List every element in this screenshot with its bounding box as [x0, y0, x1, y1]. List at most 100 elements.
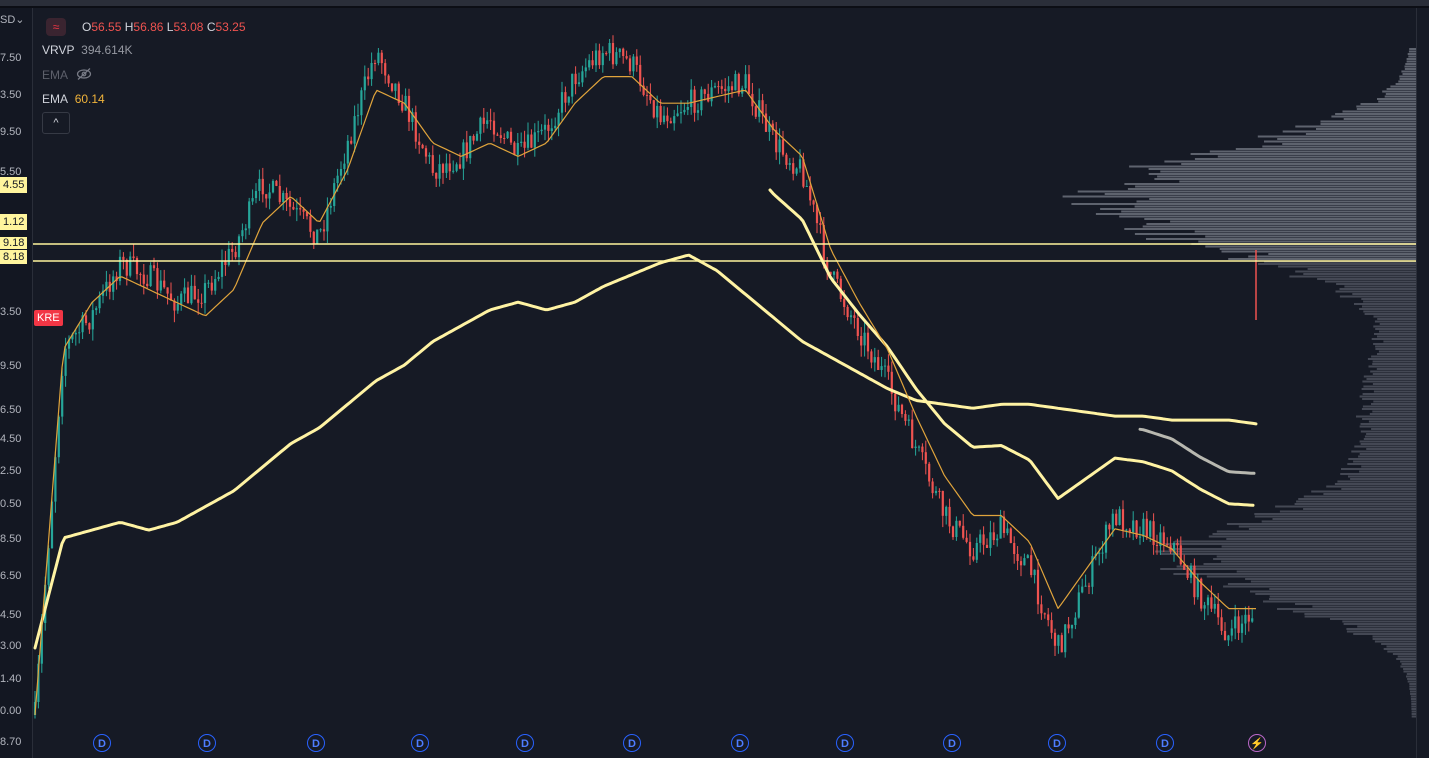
volume-profile-bar — [1282, 143, 1416, 145]
candle-body — [914, 446, 917, 448]
ema-legend[interactable]: EMA 60.14 — [42, 92, 105, 106]
candle-body — [74, 332, 77, 335]
volume-profile-bar — [1295, 603, 1416, 605]
candle-body — [571, 73, 574, 97]
candle-body — [475, 133, 479, 141]
candle-body — [1244, 614, 1247, 624]
price-tick-label: 4.50 — [0, 609, 22, 621]
event-bolt-icon[interactable]: ⚡ — [1248, 734, 1266, 752]
volume-profile-bar — [1376, 368, 1416, 370]
symbol-logo-icon[interactable]: ≈ — [46, 18, 66, 36]
volume-profile-bar — [1346, 628, 1416, 630]
dividend-marker[interactable]: D — [93, 734, 111, 752]
dividend-marker[interactable]: D — [1048, 734, 1066, 752]
candle-body — [88, 323, 91, 330]
candle-body — [676, 113, 679, 117]
vrvp-legend[interactable]: VRVP 394.614K — [42, 43, 133, 57]
volume-profile-bar — [1100, 208, 1416, 210]
volume-profile-bar — [1212, 533, 1416, 535]
ema-hidden-legend[interactable]: EMA — [42, 68, 69, 82]
volume-profile-bar — [1341, 488, 1416, 490]
collapse-legend-button[interactable]: ^ — [42, 112, 70, 134]
candle-body — [720, 86, 723, 89]
candle-body — [122, 256, 125, 260]
volume-profile-bar — [1160, 553, 1416, 555]
volume-profile-bar — [1303, 495, 1416, 498]
candle-body — [982, 534, 985, 545]
volume-profile-bar — [1406, 673, 1416, 675]
currency-selector[interactable]: SD⌄ — [0, 14, 25, 26]
volume-profile-bar — [1363, 375, 1416, 378]
candle-body — [1203, 605, 1206, 609]
volume-profile-bar — [1142, 225, 1416, 228]
volume-profile-bar — [1127, 188, 1416, 190]
candle-body — [95, 308, 98, 311]
candle-body — [557, 112, 560, 126]
volume-profile-bar — [1374, 320, 1416, 323]
volume-profile-bar — [1235, 148, 1416, 150]
volume-profile-bar — [1236, 570, 1416, 573]
volume-profile-bar — [1363, 300, 1416, 303]
dividend-marker[interactable]: D — [411, 734, 429, 752]
price-tick-label: 3.50 — [0, 89, 22, 101]
symbol-price-label: KRE — [34, 310, 63, 326]
volume-profile-bar — [1409, 48, 1416, 50]
volume-profile-bar — [1238, 525, 1416, 528]
candle-body — [992, 532, 995, 541]
candle-body — [159, 280, 162, 291]
candle-body — [1101, 552, 1104, 554]
candle-body — [1230, 628, 1233, 636]
candle-body — [231, 248, 234, 252]
candle-body — [938, 490, 941, 492]
volume-profile-bar — [1269, 588, 1416, 590]
eye-hidden-icon[interactable] — [76, 67, 92, 81]
volume-profile-bar — [1366, 433, 1416, 435]
volume-profile-bar — [1129, 165, 1416, 168]
candle-body — [1118, 509, 1121, 525]
dividend-marker[interactable]: D — [623, 734, 641, 752]
candle-body — [258, 178, 261, 191]
volume-profile-bar — [1362, 380, 1416, 383]
dividend-marker[interactable]: D — [731, 734, 749, 752]
candle-body — [703, 89, 706, 94]
volume-profile-bar — [1146, 238, 1416, 240]
dividend-marker[interactable]: D — [1156, 734, 1174, 752]
candle-body — [305, 211, 309, 217]
volume-profile-bar — [1404, 68, 1416, 70]
candle-body — [890, 371, 893, 394]
dividend-marker[interactable]: D — [836, 734, 854, 752]
volume-profile-bar — [1248, 255, 1416, 258]
candle-body — [346, 140, 349, 164]
volume-profile-bar — [1362, 305, 1416, 308]
candle-body — [1087, 585, 1091, 587]
volume-profile-bar — [1226, 538, 1416, 540]
candle-body — [299, 208, 302, 210]
candle-body — [1145, 518, 1148, 537]
volume-profile-bar — [1402, 73, 1416, 75]
candle-body — [1081, 586, 1084, 593]
candle-body — [781, 139, 785, 155]
volume-profile-bar — [1352, 293, 1416, 295]
volume-profile-bar — [1194, 230, 1416, 233]
candle-body — [819, 223, 822, 225]
dividend-marker[interactable]: D — [516, 734, 534, 752]
volume-profile-bar — [1359, 395, 1416, 398]
volume-profile-bar — [1370, 370, 1416, 373]
candle-body — [581, 71, 584, 83]
volume-profile-bar — [1219, 248, 1416, 250]
candle-body — [248, 201, 251, 229]
price-tick-label: 6.50 — [0, 404, 22, 416]
dividend-marker[interactable]: D — [307, 734, 325, 752]
price-axis[interactable] — [0, 8, 33, 758]
volume-profile-bar — [1326, 485, 1416, 488]
volume-profile-bar — [1262, 145, 1416, 148]
candle-body — [282, 193, 285, 203]
candle-body — [180, 293, 183, 305]
candle-body — [275, 180, 278, 186]
candle-body — [1009, 528, 1012, 543]
dividend-marker[interactable]: D — [943, 734, 961, 752]
volume-profile-bar — [1250, 590, 1416, 593]
candle-body — [737, 74, 740, 94]
dividend-marker[interactable]: D — [198, 734, 216, 752]
